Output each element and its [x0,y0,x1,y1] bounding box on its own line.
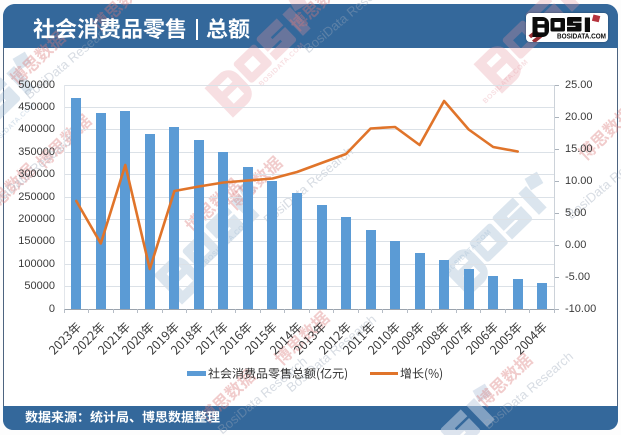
svg-text:BOSIDATA.COM: BOSIDATA.COM [557,34,606,41]
